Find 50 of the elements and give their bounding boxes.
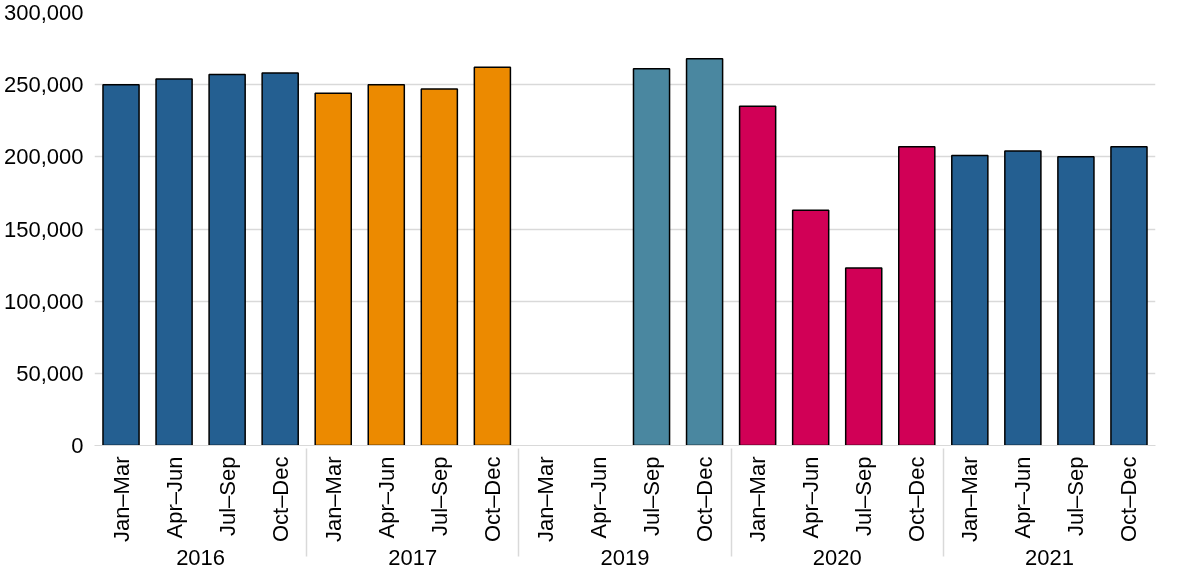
y-tick-label: 100,000 (3, 288, 84, 314)
x-tick-label: Jan–Mar (957, 456, 983, 543)
y-tick-label: 250,000 (3, 72, 84, 98)
bar (261, 72, 299, 446)
bar (314, 92, 353, 446)
x-tick-label: Jan–Mar (320, 456, 346, 543)
bar (844, 267, 883, 446)
bar (155, 78, 193, 446)
text: 2019 (600, 545, 650, 571)
x-tick-label: Jan–Mar (532, 456, 558, 543)
bar (632, 68, 671, 446)
text: 2017 (388, 545, 438, 571)
bar (738, 105, 777, 446)
bar (1004, 150, 1042, 446)
y-tick-label: 200,000 (3, 144, 84, 170)
bar (897, 145, 936, 446)
bar (420, 88, 459, 446)
x-tick-label: Jul–Sep (426, 456, 452, 536)
x-tick-label: Jan–Mar (108, 456, 134, 543)
x-tick-label: Jul–Sep (851, 456, 877, 536)
y-tick-label: 150,000 (3, 216, 84, 242)
y-tick-label: 0 (71, 433, 84, 458)
bar (208, 73, 246, 446)
text: 2021 (1024, 545, 1074, 571)
x-tick-label: Apr–Jun (798, 456, 824, 539)
x-tick-label: Jan–Mar (745, 456, 771, 543)
x-tick-label: Oct–Dec (267, 456, 293, 543)
x-tick-label: Apr–Jun (373, 456, 399, 539)
bar (951, 154, 989, 446)
bar (791, 209, 830, 446)
text: 2016 (176, 545, 226, 571)
x-tick-label: Jul–Sep (214, 456, 240, 536)
text: 2020 (812, 545, 862, 571)
bar (1110, 145, 1148, 446)
x-tick-label: Apr–Jun (161, 456, 187, 539)
bar (102, 83, 140, 446)
y-tick-label: 300,000 (3, 0, 84, 25)
y-tick-label: 50,000 (16, 360, 84, 386)
x-tick-label: Oct–Dec (1116, 456, 1142, 543)
x-tick-label: Apr–Jun (1010, 456, 1036, 539)
bar (685, 57, 724, 446)
x-tick-label: Apr–Jun (585, 456, 611, 539)
x-tick-label: Oct–Dec (904, 456, 930, 543)
bar (1057, 156, 1095, 446)
x-tick-label: Oct–Dec (479, 456, 505, 543)
x-tick-label: Jul–Sep (639, 456, 665, 536)
bar (367, 83, 406, 446)
x-tick-label: Oct–Dec (692, 456, 718, 543)
bar (473, 66, 512, 446)
x-tick-label: Jul–Sep (1063, 456, 1089, 536)
